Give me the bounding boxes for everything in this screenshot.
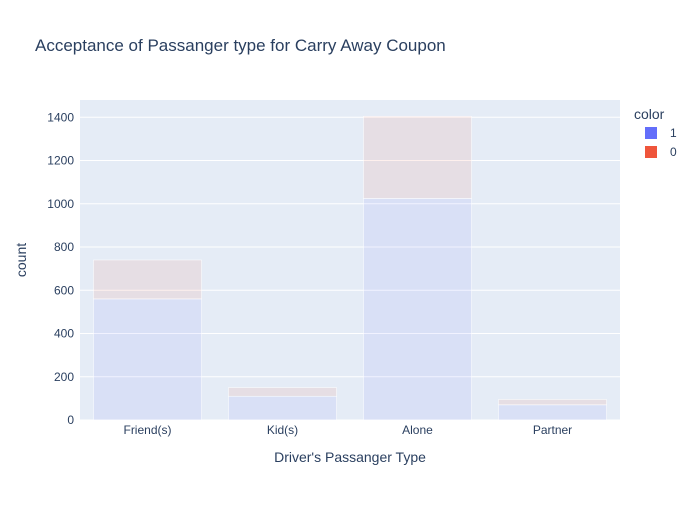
y-axis-label: count [13, 243, 29, 277]
chart-title: Acceptance of Passanger type for Carry A… [35, 36, 446, 55]
bar-accepted[interactable] [498, 404, 607, 421]
legend-title: color [634, 106, 665, 122]
legend-swatch[interactable] [645, 127, 657, 139]
legend-item-label[interactable]: 0 [670, 145, 677, 159]
gridlines [80, 116, 620, 421]
bar-accepted[interactable] [93, 298, 202, 421]
legend-swatch[interactable] [645, 146, 657, 158]
x-tick-label: Partner [533, 423, 572, 437]
bar-accepted[interactable] [363, 198, 472, 421]
bars [93, 115, 607, 421]
y-tick-label: 200 [54, 370, 74, 384]
x-axis-label: Driver's Passanger Type [274, 449, 426, 465]
bar-rejected[interactable] [498, 399, 607, 406]
bar-accepted[interactable] [228, 395, 337, 421]
y-tick-label: 0 [67, 413, 74, 427]
y-tick-label: 400 [54, 327, 74, 341]
y-tick-label: 1200 [47, 154, 74, 168]
x-tick-label: Kid(s) [267, 423, 298, 437]
bar-rejected[interactable] [228, 387, 337, 397]
x-tick-label: Alone [402, 423, 433, 437]
y-tick-label: 600 [54, 283, 74, 297]
x-tick-label: Friend(s) [123, 423, 171, 437]
legend[interactable]: color 1 0 [634, 106, 677, 159]
y-tick-label: 1400 [47, 110, 74, 124]
bar-rejected[interactable] [93, 259, 202, 300]
y-tick-label: 1000 [47, 197, 74, 211]
y-tick-label: 800 [54, 240, 74, 254]
axis-ticks: 0 200 400 600 800 1000 1200 1400 Friend(s) Kid(s)… [47, 110, 572, 437]
bar-rejected[interactable] [363, 115, 472, 199]
legend-item-label[interactable]: 1 [670, 126, 677, 140]
